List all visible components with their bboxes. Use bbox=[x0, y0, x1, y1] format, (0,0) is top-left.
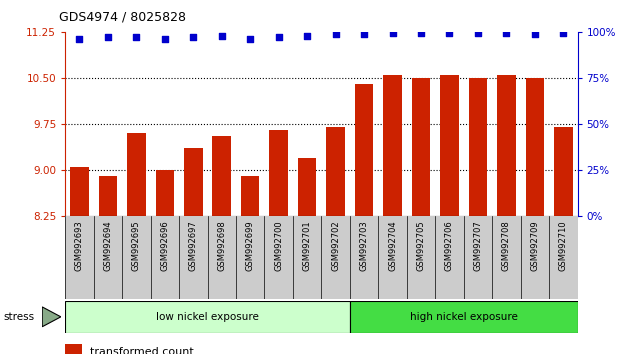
Bar bbox=[464, 216, 492, 299]
Bar bbox=[65, 344, 82, 354]
Text: GSM992710: GSM992710 bbox=[559, 220, 568, 271]
Text: GSM992702: GSM992702 bbox=[331, 220, 340, 271]
Text: GSM992708: GSM992708 bbox=[502, 220, 511, 271]
Bar bbox=[378, 216, 407, 299]
Bar bbox=[327, 127, 345, 216]
Bar bbox=[94, 216, 122, 299]
Bar bbox=[435, 216, 464, 299]
Text: GSM992707: GSM992707 bbox=[473, 220, 483, 271]
Text: low nickel exposure: low nickel exposure bbox=[156, 312, 259, 322]
Bar bbox=[265, 216, 293, 299]
Point bbox=[445, 30, 455, 36]
Text: GSM992709: GSM992709 bbox=[530, 220, 539, 271]
Bar bbox=[407, 216, 435, 299]
Bar bbox=[525, 78, 544, 216]
Bar bbox=[350, 216, 378, 299]
Text: GSM992703: GSM992703 bbox=[360, 220, 368, 271]
Bar bbox=[355, 84, 373, 216]
Text: GSM992696: GSM992696 bbox=[160, 220, 170, 271]
Bar bbox=[270, 130, 288, 216]
Text: GSM992701: GSM992701 bbox=[302, 220, 312, 271]
Point bbox=[473, 30, 483, 36]
Bar bbox=[184, 148, 202, 216]
Bar bbox=[298, 158, 316, 216]
Bar bbox=[440, 75, 459, 216]
Bar bbox=[150, 216, 179, 299]
Text: GDS4974 / 8025828: GDS4974 / 8025828 bbox=[59, 11, 186, 24]
Bar bbox=[383, 75, 402, 216]
Bar bbox=[350, 301, 578, 333]
Point bbox=[132, 35, 142, 40]
Point bbox=[274, 35, 284, 40]
Bar bbox=[156, 170, 174, 216]
Bar bbox=[212, 136, 231, 216]
Bar bbox=[207, 216, 236, 299]
Bar bbox=[412, 78, 430, 216]
Text: stress: stress bbox=[3, 312, 34, 322]
Point bbox=[530, 31, 540, 36]
Text: GSM992699: GSM992699 bbox=[246, 220, 255, 271]
Point bbox=[75, 36, 84, 42]
Point bbox=[245, 36, 255, 42]
Text: GSM992706: GSM992706 bbox=[445, 220, 454, 271]
Text: GSM992698: GSM992698 bbox=[217, 220, 226, 271]
Text: GSM992705: GSM992705 bbox=[417, 220, 425, 271]
Bar bbox=[322, 216, 350, 299]
Point bbox=[359, 31, 369, 36]
Point bbox=[501, 30, 511, 36]
Bar bbox=[99, 176, 117, 216]
Text: GSM992695: GSM992695 bbox=[132, 220, 141, 271]
Polygon shape bbox=[42, 307, 61, 327]
Bar bbox=[65, 301, 350, 333]
Bar bbox=[70, 167, 89, 216]
Bar bbox=[549, 216, 578, 299]
Point bbox=[188, 35, 198, 40]
Point bbox=[217, 33, 227, 38]
Bar bbox=[492, 216, 520, 299]
Point bbox=[388, 30, 397, 36]
Point bbox=[558, 30, 568, 36]
Bar bbox=[497, 75, 515, 216]
Bar bbox=[65, 216, 94, 299]
Text: high nickel exposure: high nickel exposure bbox=[410, 312, 518, 322]
Point bbox=[330, 31, 340, 36]
Text: GSM992704: GSM992704 bbox=[388, 220, 397, 271]
Bar bbox=[127, 133, 145, 216]
Bar bbox=[122, 216, 150, 299]
Point bbox=[103, 35, 113, 40]
Text: GSM992694: GSM992694 bbox=[104, 220, 112, 271]
Bar bbox=[241, 176, 260, 216]
Text: GSM992697: GSM992697 bbox=[189, 220, 197, 271]
Bar bbox=[236, 216, 265, 299]
Text: GSM992693: GSM992693 bbox=[75, 220, 84, 271]
Bar bbox=[520, 216, 549, 299]
Point bbox=[416, 30, 426, 36]
Point bbox=[302, 33, 312, 38]
Bar bbox=[554, 127, 573, 216]
Bar bbox=[179, 216, 207, 299]
Text: transformed count: transformed count bbox=[90, 347, 194, 354]
Text: GSM992700: GSM992700 bbox=[274, 220, 283, 271]
Point bbox=[160, 36, 170, 42]
Bar bbox=[469, 78, 487, 216]
Bar bbox=[293, 216, 322, 299]
